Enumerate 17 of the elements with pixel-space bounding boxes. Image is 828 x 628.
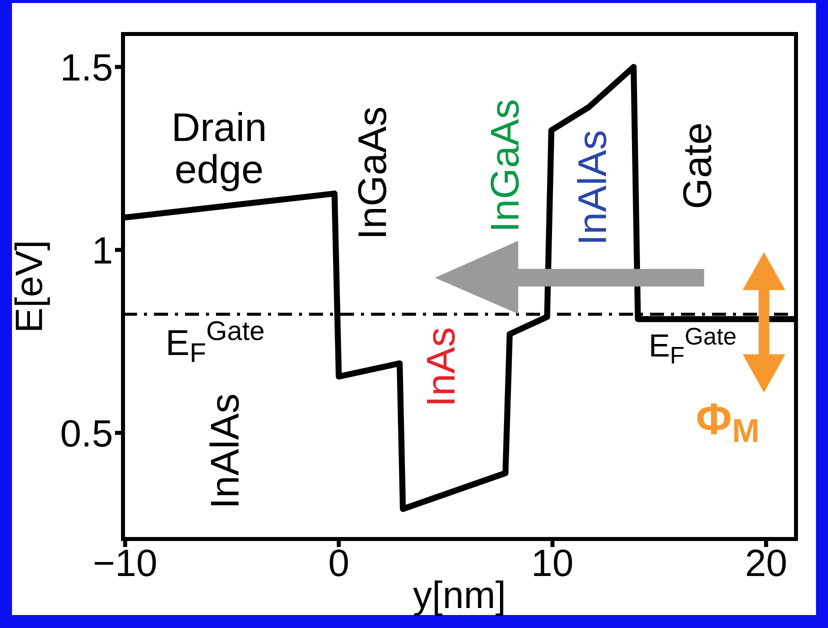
x-tick-label: −10 [92,542,158,585]
y-tick-label: 1.5 [60,47,113,90]
x-tick-label: 10 [531,542,574,585]
annotation: Gate [675,122,720,210]
annotation: Drain edge [171,106,267,192]
x-tick-label: 20 [744,542,788,585]
annotation: InAs [419,326,464,408]
annotation: InGaAs [483,99,528,232]
x-axis-title: y[nm] [413,575,506,618]
annotation: InAlAs [203,393,248,509]
annotation: Φ$_{M}$ [696,394,760,450]
x-tick-label: 0 [328,542,350,585]
y-axis-title: E[eV] [9,240,52,333]
y-tick-label: 1 [92,230,113,272]
annotation: InGaAs [350,106,395,240]
annotation: InAlAs [570,130,615,246]
y-tick-label: 0.5 [60,413,113,456]
